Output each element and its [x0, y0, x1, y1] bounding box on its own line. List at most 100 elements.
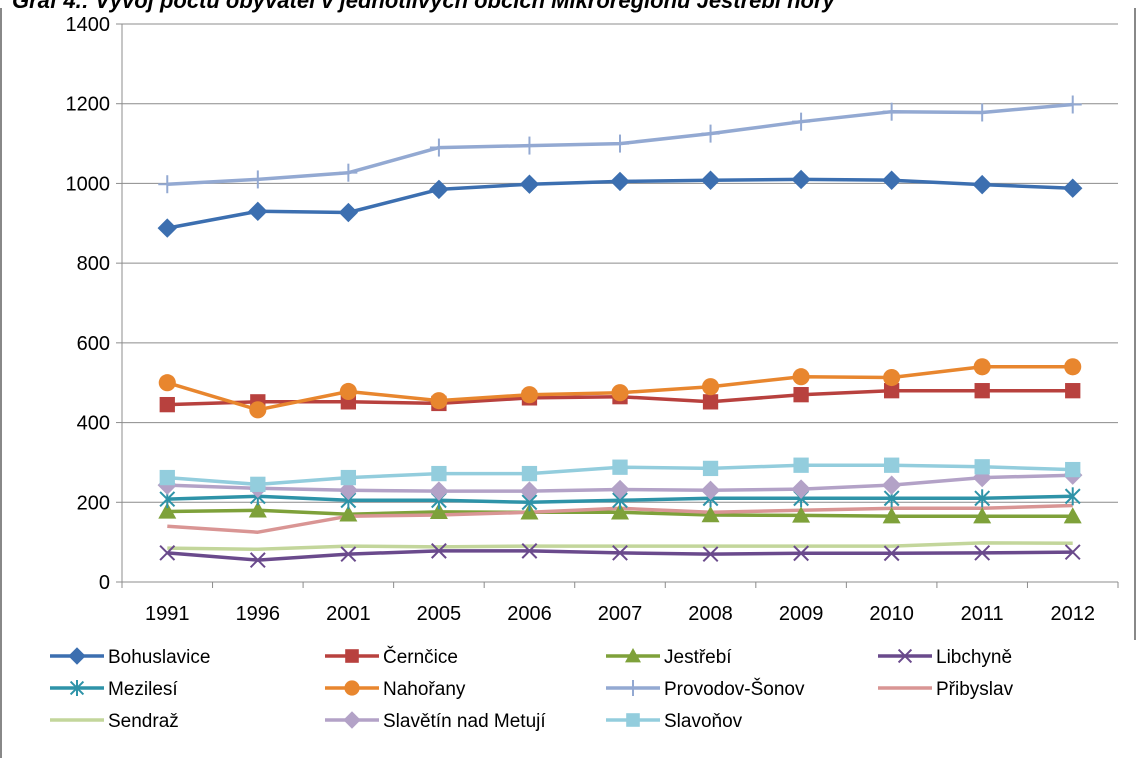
marker-stroke [521, 543, 538, 559]
data-point [159, 544, 176, 561]
axes: 0 200 400 600 800 1000 1200 1400 1991 1996 2001 200… [66, 14, 1119, 625]
data-point [793, 387, 809, 403]
data-point [883, 457, 900, 473]
data-point [158, 502, 177, 519]
data-point [159, 469, 175, 486]
legend-label: Provodov-Šonov [664, 678, 805, 700]
data-point [1064, 487, 1081, 506]
x-tick-label: 2012 [1050, 603, 1095, 625]
legend-swatch-marker [625, 648, 641, 663]
data-point [1064, 544, 1081, 561]
data-point [159, 396, 175, 413]
data-point [974, 383, 990, 399]
data-point [1063, 507, 1082, 524]
legend-swatch-marker [345, 649, 359, 663]
data-point [248, 201, 268, 222]
marker-stroke [249, 552, 266, 568]
legend-item: Libchyně [878, 647, 1012, 668]
x-tick-label: 2006 [507, 603, 552, 625]
marker-stroke [159, 544, 176, 561]
data-point [791, 169, 811, 190]
data-point [612, 459, 628, 475]
data-point [701, 378, 720, 396]
data-point [431, 465, 447, 482]
data-point [702, 460, 719, 477]
data-point [429, 138, 448, 157]
legend-item: Černčice [325, 646, 458, 668]
series-markers [157, 95, 1083, 568]
data-point [881, 475, 902, 495]
legend-item: Provodov-Šonov [606, 678, 805, 700]
marker-stroke [793, 545, 809, 562]
data-point [1063, 178, 1083, 198]
data-point [431, 543, 447, 559]
y-tick-label: 200 [77, 492, 110, 514]
marker-stroke [431, 543, 447, 559]
data-point [702, 546, 719, 563]
data-point [883, 383, 900, 399]
data-point [520, 136, 539, 155]
data-point [338, 202, 359, 223]
data-point [249, 401, 267, 419]
data-point [611, 384, 629, 402]
data-point [974, 489, 991, 508]
data-point [791, 479, 811, 499]
marker-stroke [612, 544, 628, 561]
data-point [429, 502, 448, 520]
legend-label: Nahořany [383, 679, 466, 700]
data-point [973, 358, 991, 376]
data-point [793, 457, 809, 473]
data-point [339, 382, 357, 401]
marker-stroke [1064, 544, 1081, 561]
data-point [974, 544, 991, 561]
data-point [792, 112, 811, 131]
data-point [973, 103, 992, 122]
legend-label: Slavoňov [664, 711, 743, 732]
data-point [883, 368, 901, 387]
data-point [430, 392, 448, 410]
data-point [340, 546, 357, 563]
data-point [883, 545, 900, 562]
legend-label: Černčice [383, 646, 458, 668]
series-line-8 [167, 541, 1073, 552]
chart-title: Graf 4.: Vývoj počtu obyvatel v jednotli… [12, 0, 837, 13]
y-tick-label: 400 [77, 413, 110, 435]
data-point [793, 545, 809, 562]
legend-label: Přibyslav [936, 679, 1014, 700]
x-tick-label: 2001 [326, 603, 371, 625]
data-point [611, 503, 629, 520]
marker-stroke [974, 544, 991, 561]
data-point [521, 465, 538, 482]
data-point [702, 394, 719, 410]
y-tick-label: 1400 [66, 14, 111, 36]
legend-swatch-marker [626, 713, 640, 727]
legend-swatch-marker [343, 711, 361, 729]
x-tick-label: 2007 [598, 603, 643, 625]
legend-label: Bohuslavice [108, 647, 210, 668]
legend-item: Slavoňov [606, 711, 743, 732]
data-point [700, 170, 721, 190]
x-tick-label: 2009 [779, 603, 824, 625]
legend: Bohuslavice Černčice Jestřebí Libchyně Mezil… [50, 646, 1014, 732]
data-point [521, 543, 538, 559]
legend-label: Jestřebí [664, 647, 732, 668]
data-point [973, 507, 992, 524]
data-point [972, 174, 992, 195]
x-tick-label: 2005 [417, 603, 462, 625]
data-point [611, 134, 629, 153]
legend-item: Mezilesí [50, 679, 178, 700]
data-point [158, 175, 177, 194]
data-point [792, 506, 811, 523]
legend-swatch-marker [625, 680, 641, 696]
data-point [339, 505, 358, 522]
legend-swatch-marker [68, 647, 86, 665]
data-point [881, 170, 902, 190]
data-point [250, 476, 266, 492]
legend-item: Přibyslav [878, 679, 1014, 700]
x-tick-label: 2010 [869, 603, 914, 625]
data-point [792, 368, 810, 386]
legend-label: Sendraž [108, 711, 179, 732]
